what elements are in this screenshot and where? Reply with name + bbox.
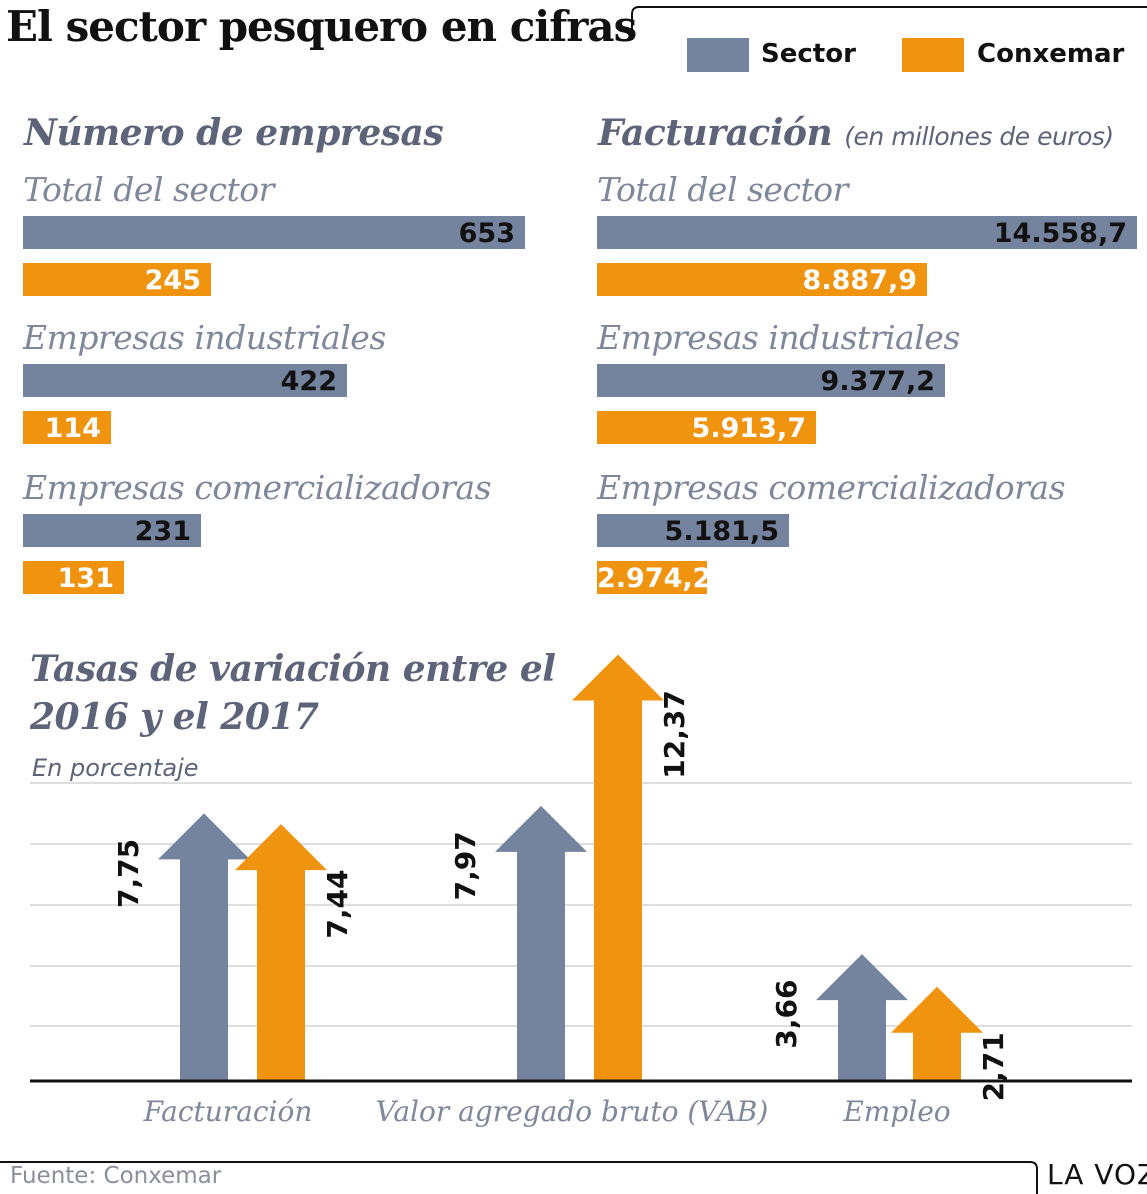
facturacion-category-label: Total del sector [597, 170, 848, 209]
facturacion-bar-value: 14.558,7 [993, 218, 1127, 249]
arrow-value-label: 7,97 [449, 831, 482, 900]
tasas-category-label: Facturación [143, 1095, 313, 1128]
arrow-value-label: 12,37 [658, 690, 691, 779]
arrow-conxemar [235, 824, 327, 1080]
arrow-conxemar [572, 654, 664, 1080]
facturacion-bar-value: 2.974,2 [597, 563, 712, 594]
legend-label-conxemar: Conxemar [977, 39, 1125, 69]
facturacion-bar-value: 9.377,2 [820, 366, 935, 397]
arrow-value-label: 7,44 [321, 870, 354, 939]
facturacion-bar-sector [597, 216, 1137, 249]
tasas-category-label: Empleo [842, 1095, 950, 1128]
empresas-bar-value: 422 [280, 366, 337, 397]
arrow-value-label: 3,66 [770, 980, 803, 1049]
source-note: Fuente: Conxemar [10, 1163, 222, 1189]
empresas-bar-value: 245 [144, 265, 201, 296]
empresas-bar-conxemar [23, 561, 124, 594]
legend-swatch-conxemar [902, 38, 964, 72]
legend-label-sector: Sector [761, 39, 856, 69]
facturacion-bar-value: 8.887,9 [802, 265, 917, 296]
tasas-ylabel: En porcentaje [32, 754, 199, 782]
tasas-title: Tasas de variación entre el 2016 y el 20… [30, 648, 556, 738]
empresas-bar-value: 114 [44, 413, 101, 444]
empresas-bar-conxemar [23, 411, 111, 444]
facturacion-bar-sector [597, 514, 789, 547]
facturacion-title: Facturación (en millones de euros) [598, 112, 1114, 154]
facturacion-bar-value: 5.913,7 [691, 413, 806, 444]
facturacion-bar-sector [597, 364, 945, 397]
brand-logo: LA VOZ [1047, 1158, 1147, 1191]
arrow-value-label: 2,71 [977, 1032, 1010, 1101]
facturacion-category-label: Empresas industriales [597, 318, 960, 357]
empresas-title: Número de empresas [24, 112, 444, 154]
empresas-category-label: Empresas industriales [23, 318, 386, 357]
facturacion-title-text: Facturación [598, 112, 833, 154]
empresas-bar-value: 231 [134, 516, 191, 547]
empresas-bar-conxemar [23, 263, 211, 296]
facturacion-bar-conxemar [597, 561, 707, 594]
tasas-category-label: Valor agregado bruto (VAB) [376, 1095, 769, 1128]
empresas-bar-value: 131 [57, 563, 114, 594]
facturacion-bar-value: 5.181,5 [664, 516, 779, 547]
facturacion-category-label: Empresas comercializadoras [597, 468, 1066, 507]
arrow-sector [816, 954, 908, 1080]
facturacion-bar-conxemar [597, 263, 927, 296]
arrow-conxemar [891, 986, 983, 1080]
empresas-bar-value: 653 [458, 218, 515, 249]
arrow-value-label: 7,75 [112, 839, 145, 908]
arrow-sector [495, 805, 587, 1080]
main-title: El sector pesquero en cifras [6, 2, 637, 51]
empresas-bar-sector [23, 364, 347, 397]
facturacion-bar-conxemar [597, 411, 816, 444]
empresas-bar-sector [23, 216, 525, 249]
empresas-bar-sector [23, 514, 201, 547]
arrow-sector [158, 813, 250, 1080]
empresas-category-label: Total del sector [23, 170, 274, 209]
facturacion-subtitle: (en millones de euros) [844, 122, 1114, 151]
legend-swatch-sector [687, 38, 749, 72]
empresas-category-label: Empresas comercializadoras [23, 468, 492, 507]
